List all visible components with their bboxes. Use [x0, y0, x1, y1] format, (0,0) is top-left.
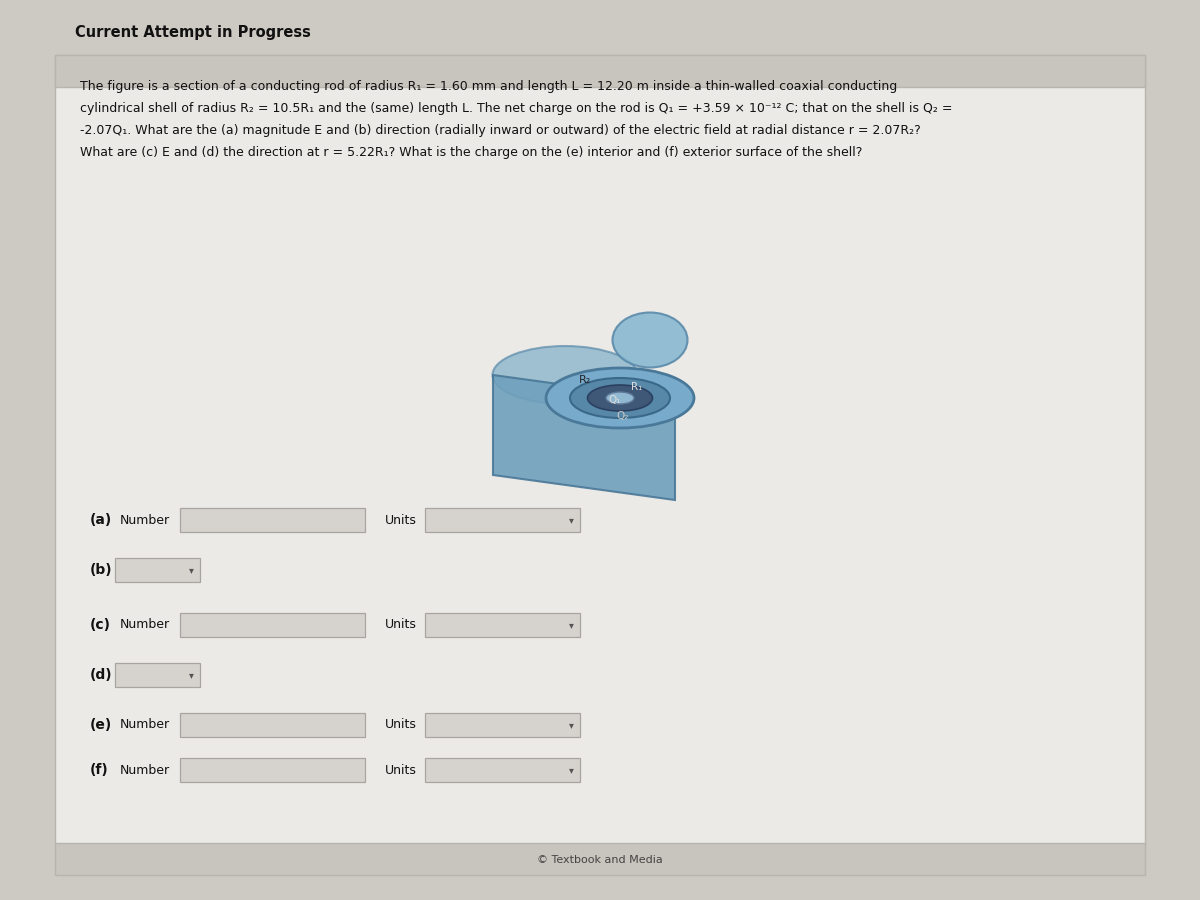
FancyBboxPatch shape	[55, 843, 1145, 875]
Text: Units: Units	[385, 618, 416, 632]
Ellipse shape	[588, 385, 653, 411]
Text: ▾: ▾	[569, 515, 574, 525]
Ellipse shape	[546, 368, 694, 428]
Text: (d): (d)	[90, 668, 113, 682]
Text: (c): (c)	[90, 618, 112, 632]
FancyBboxPatch shape	[180, 758, 365, 782]
Text: Units: Units	[385, 763, 416, 777]
Text: ▾: ▾	[188, 670, 193, 680]
FancyBboxPatch shape	[180, 613, 365, 637]
Text: Units: Units	[385, 514, 416, 526]
Text: ▾: ▾	[569, 620, 574, 630]
Text: R₂: R₂	[578, 375, 592, 385]
Text: ▾: ▾	[188, 565, 193, 575]
FancyBboxPatch shape	[115, 663, 200, 687]
Text: Q₁: Q₁	[608, 395, 622, 405]
FancyBboxPatch shape	[425, 613, 580, 637]
FancyBboxPatch shape	[55, 55, 1145, 87]
FancyBboxPatch shape	[425, 713, 580, 737]
FancyBboxPatch shape	[180, 508, 365, 532]
FancyBboxPatch shape	[425, 758, 580, 782]
Text: ▾: ▾	[569, 765, 574, 775]
FancyBboxPatch shape	[115, 558, 200, 582]
Text: Units: Units	[385, 718, 416, 732]
Ellipse shape	[612, 312, 688, 367]
FancyBboxPatch shape	[180, 713, 365, 737]
Text: Current Attempt in Progress: Current Attempt in Progress	[74, 25, 311, 40]
Text: Number: Number	[120, 514, 170, 526]
Text: Q₂: Q₂	[617, 411, 629, 421]
Text: Number: Number	[120, 763, 170, 777]
Ellipse shape	[606, 392, 634, 404]
Text: ▾: ▾	[569, 720, 574, 730]
Text: cylindrical shell of radius R₂ = 10.5R₁ and the (same) length L. The net charge : cylindrical shell of radius R₂ = 10.5R₁ …	[80, 102, 953, 115]
Text: (e): (e)	[90, 718, 113, 732]
Text: What are (c) E and (d) the direction at r = 5.22R₁? What is the charge on the (e: What are (c) E and (d) the direction at …	[80, 146, 863, 159]
Text: © Textbook and Media: © Textbook and Media	[538, 855, 662, 865]
Text: Number: Number	[120, 718, 170, 732]
FancyBboxPatch shape	[55, 55, 1145, 845]
Text: -2.07Q₁. What are the (a) magnitude E and (b) direction (radially inward or outw: -2.07Q₁. What are the (a) magnitude E an…	[80, 124, 920, 137]
Text: R₁: R₁	[631, 382, 643, 392]
Text: (b): (b)	[90, 563, 113, 577]
Ellipse shape	[570, 378, 670, 418]
Ellipse shape	[492, 346, 637, 404]
Polygon shape	[493, 375, 674, 500]
Text: Number: Number	[120, 618, 170, 632]
Text: (a): (a)	[90, 513, 113, 527]
Text: The figure is a section of a conducting rod of radius R₁ = 1.60 mm and length L : The figure is a section of a conducting …	[80, 80, 898, 93]
Text: (f): (f)	[90, 763, 109, 777]
FancyBboxPatch shape	[425, 508, 580, 532]
